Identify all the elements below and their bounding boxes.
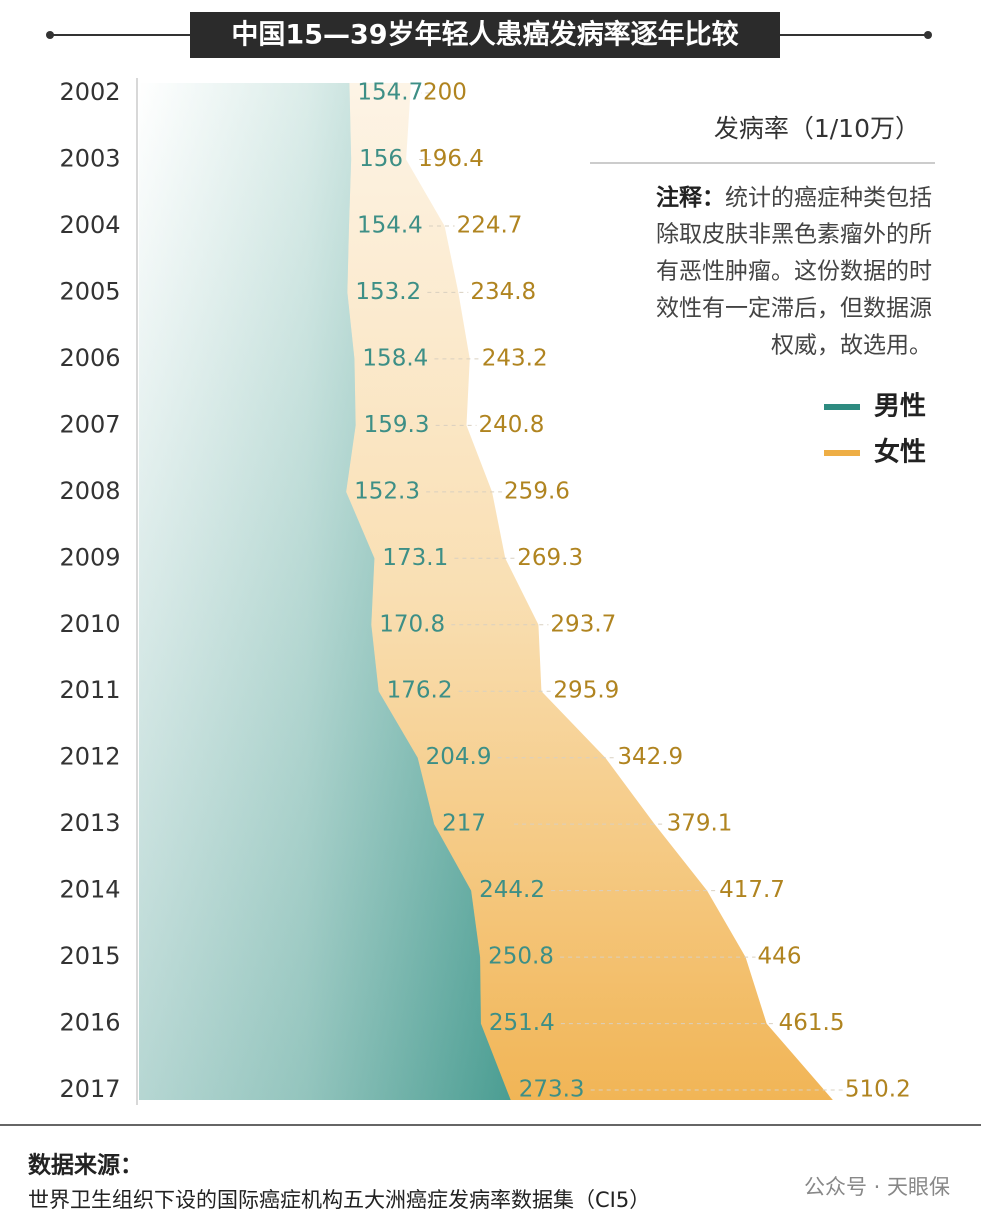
data-label: 196.4 [418, 146, 484, 172]
note-text: 注释：统计的癌症种类包括 [656, 184, 932, 211]
data-label: 269.3 [517, 545, 583, 571]
chart-title: 中国15—39岁年轻人患癌发病率逐年比较 [231, 19, 738, 51]
watermark: 公众号 · 天眼保 [804, 1175, 950, 1199]
area-shade [139, 83, 511, 1101]
data-label: 158.4 [362, 345, 428, 371]
data-label: 295.9 [553, 678, 619, 704]
data-label: 154.4 [357, 212, 423, 238]
data-label: 379.1 [667, 811, 733, 837]
data-label: 240.8 [478, 412, 544, 438]
year-label: 2013 [59, 809, 120, 837]
data-label: 342.9 [617, 744, 683, 770]
year-label: 2003 [59, 144, 120, 172]
note-line: 统计的癌症种类包括 [725, 185, 932, 211]
data-label: 461.5 [779, 1010, 845, 1036]
note-line: 除取皮肤非黑色素瘤外的所 [656, 222, 932, 248]
data-label: 251.4 [489, 1010, 555, 1036]
data-label: 244.2 [479, 877, 545, 903]
year-label: 2017 [59, 1075, 120, 1103]
data-label: 510.2 [845, 1077, 911, 1103]
note: 注释：统计的癌症种类包括除取皮肤非黑色素瘤外的所有恶性肿瘤。这份数据的时效性有一… [656, 184, 932, 359]
data-label: 243.2 [482, 345, 548, 371]
note-line: 权威，故选用。 [771, 333, 932, 359]
year-label: 2008 [59, 477, 120, 505]
data-label: 259.6 [504, 478, 570, 504]
note-label: 注释： [656, 184, 725, 211]
data-label: 234.8 [470, 279, 536, 305]
data-label: 217 [442, 811, 486, 837]
year-label: 2016 [59, 1009, 120, 1037]
year-label: 2007 [59, 410, 120, 438]
data-label: 156 [359, 146, 403, 172]
legend-label: 男性 [874, 392, 926, 422]
data-label: 446 [758, 944, 802, 970]
legend-label: 女性 [874, 437, 926, 468]
source-label: 数据来源： [28, 1153, 143, 1179]
rule-dot [46, 31, 54, 39]
year-label: 2012 [59, 743, 120, 771]
year-label: 2009 [59, 543, 120, 571]
year-label: 2006 [59, 344, 120, 372]
source: 世界卫生组织下设的国际癌症机构五大洲癌症发病率数据集（CI5） [28, 1188, 650, 1212]
year-label: 2014 [59, 876, 120, 904]
year-label: 2004 [59, 211, 120, 239]
year-label: 2010 [59, 610, 120, 638]
data-label: 293.7 [550, 611, 616, 637]
data-label: 170.8 [379, 611, 445, 637]
year-label: 2005 [59, 277, 120, 305]
data-label: 153.2 [355, 279, 421, 305]
rule-dot [924, 31, 932, 39]
data-label: 224.7 [457, 212, 523, 238]
year-label: 2002 [59, 78, 120, 106]
data-label: 159.3 [364, 412, 430, 438]
year-label: 2015 [59, 942, 120, 970]
data-label: 200 [423, 80, 467, 106]
unit-label: 发病率（1/10万） [714, 114, 920, 143]
plot: 2002 154.7 200 2003 156 196.4 2004 154.4 224.7 20… [59, 78, 911, 1105]
data-label: 173.1 [382, 545, 448, 571]
year-label: 2011 [59, 676, 120, 704]
data-label: 176.2 [387, 678, 453, 704]
note-line: 有恶性肿瘤。这份数据的时 [656, 259, 932, 285]
data-label: 152.3 [354, 478, 420, 504]
data-label: 273.3 [519, 1077, 585, 1103]
data-label: 154.7 [357, 80, 423, 106]
title-box [190, 12, 780, 58]
data-label: 250.8 [488, 944, 554, 970]
data-label: 204.9 [426, 744, 492, 770]
note-line: 效性有一定滞后，但数据源 [656, 296, 932, 322]
data-label: 417.7 [719, 877, 785, 903]
